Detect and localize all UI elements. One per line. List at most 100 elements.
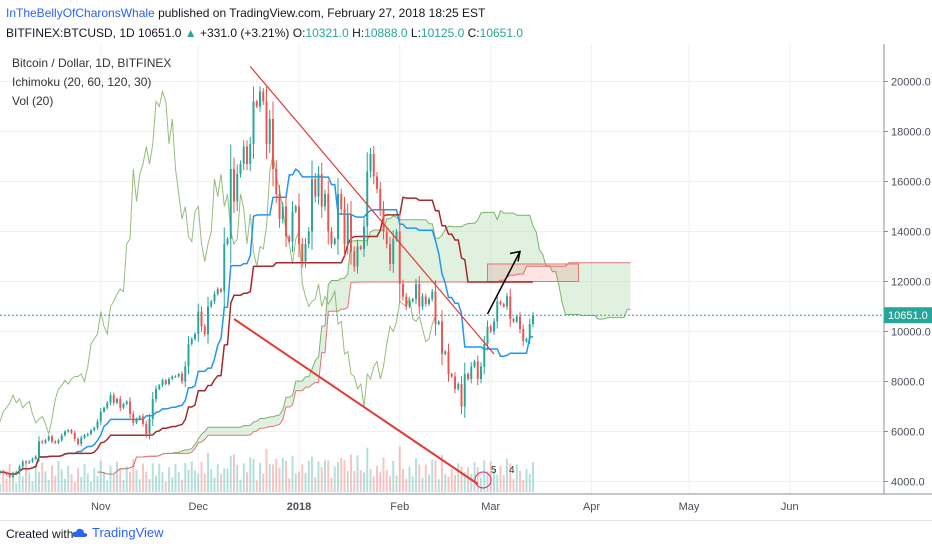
volume-bar [343,460,346,492]
candle-body [236,174,239,202]
close-value: 10651.0 [479,26,524,40]
candle-body [489,326,492,332]
candle-body [519,316,521,329]
volume-bar [509,463,512,492]
ichimoku-legend: Ichimoku (20, 60, 120, 30) [12,75,152,89]
candle-body [77,439,79,444]
volume-bar [379,472,382,492]
volume-bar [125,466,128,492]
candle-body [447,351,450,374]
candle-body [125,401,128,404]
volume-bar [60,469,63,492]
volume-bar [262,473,265,492]
volume-legend: Vol (20) [12,94,54,108]
volume-bar [99,460,102,492]
candle-body [324,194,326,207]
volume-bar [174,464,177,492]
volume-bar [411,476,414,492]
volume-bar [447,476,450,492]
volume-bar [281,457,284,492]
candle-body [119,399,122,408]
volume-bar [249,457,252,492]
volume-bar [236,464,239,492]
author-link[interactable]: InTheBellyOfCharonsWhale [6,6,155,20]
candle-body [112,395,115,403]
x-tick-label: Feb [390,501,409,513]
candle-body [333,239,336,244]
volume-bar [73,481,76,492]
volume-bar [80,476,83,492]
volume-bar [190,461,193,492]
volume-bar [424,464,427,492]
volume-bar [25,463,27,492]
volume-bar [366,447,369,492]
volume-bar [216,464,219,492]
tradingview-logo[interactable]: TradingView [72,525,164,540]
candle-body [194,334,196,339]
volume-bar [229,455,232,492]
candle-body [298,206,300,244]
volume-bar [314,477,317,492]
candle-body [395,231,398,239]
candlesticks [0,86,534,478]
candle-body [242,146,245,164]
volume-bar [486,471,489,492]
candle-body [197,311,200,334]
volume-bar [184,463,187,492]
candle-body [252,101,255,144]
volume-bar [181,479,183,492]
candle-body [307,231,310,244]
volume-bar [428,474,430,492]
candle-body [346,214,349,244]
volume-bar [28,472,31,492]
candle-body [132,414,135,423]
volume-bar [64,478,66,492]
candle-body [369,154,372,172]
volume-bar [346,471,349,492]
candle-body [83,435,86,438]
volume-bar [444,474,447,492]
candle-body [437,321,440,324]
x-tick-label: Nov [91,501,111,513]
volume-bar [129,471,131,492]
candle-body [457,384,460,389]
candle-body [522,329,525,342]
low-value: 10125.0 [420,26,465,40]
candle-body [233,169,235,202]
y-tick-label: 12000.0 [891,277,931,289]
candle-body [138,416,141,419]
volume-bar [405,478,408,492]
candle-body [148,419,151,434]
candle-body [174,376,177,378]
future-kumo [487,263,579,282]
candle-body [268,119,271,144]
volume-bar [454,474,456,492]
candle-body [171,376,174,379]
volume-bar [148,479,151,492]
candle-body [158,385,161,389]
volume-bar [473,462,476,492]
volume-bar [272,464,274,492]
ohlc-status: BITFINEX:BTCUSD, 1D 10651.0 ▲ +331.0 (+3… [6,26,523,40]
volume-bar [363,472,365,492]
y-tick-label: 14000.0 [891,227,931,239]
symbol-label: BITFINEX:BTCUSD, 1D [6,26,139,40]
candle-body [229,169,232,239]
high-label: H: [352,26,365,40]
candle-body [389,244,391,264]
candle-body [408,301,411,307]
volume-bar [434,460,437,492]
candle-body [460,384,463,407]
candle-body [454,376,456,389]
volume-bar [109,465,112,492]
candle-body [372,154,375,177]
volume-bar [480,477,482,492]
volume-bar [135,469,138,492]
volume-bar [382,457,385,492]
volume-bar [194,470,196,492]
kumo-area [97,210,631,475]
volume-bar [385,469,388,492]
volume-bar [142,463,144,492]
candle-body [473,361,476,367]
